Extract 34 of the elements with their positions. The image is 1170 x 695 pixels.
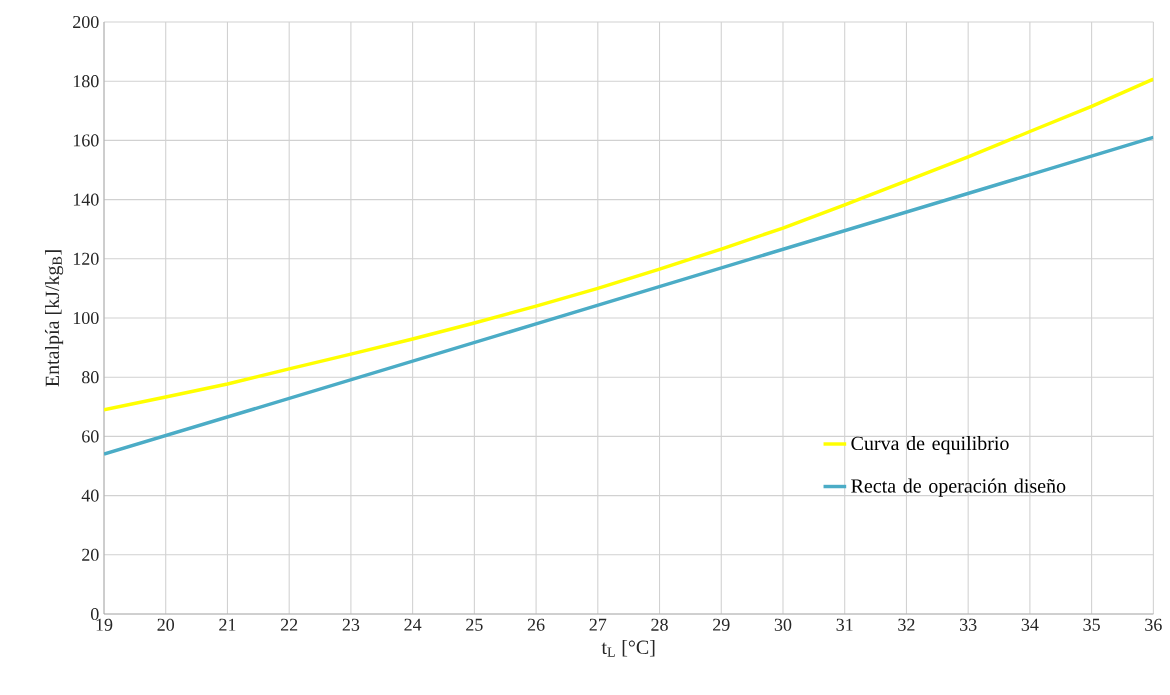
- x-tick-label: 24: [404, 618, 422, 631]
- x-axis-title: t$_{L}$ [°C]: [601, 639, 655, 657]
- legend-label: Curva de equilibrio: [851, 436, 1009, 455]
- x-tick-label: 27: [589, 618, 607, 631]
- x-tick-label: 21: [219, 618, 236, 631]
- legend-label: Recta de operación diseño: [851, 478, 1066, 497]
- x-tick-label: 32: [898, 618, 915, 631]
- x-tick-label: 26: [527, 618, 545, 631]
- x-tick-label: 31: [836, 618, 853, 631]
- x-tick-label: 33: [960, 618, 977, 631]
- x-tick-label: 29: [713, 618, 730, 631]
- x-tick-label: 22: [280, 618, 298, 631]
- y-tick-label: 160: [73, 134, 99, 147]
- y-tick-label: 100: [73, 311, 99, 325]
- y-tick-label: 140: [73, 193, 99, 206]
- y-tick-label: 80: [82, 371, 99, 384]
- x-tick-label: 19: [96, 618, 113, 631]
- y-tick-label: 20: [82, 548, 99, 561]
- line-series: [104, 77, 1154, 412]
- y-tick-label: 200: [73, 15, 99, 29]
- x-tick-label: 36: [1145, 618, 1162, 631]
- x-tick-label: 34: [1021, 618, 1039, 631]
- x-tick-label: 25: [466, 618, 483, 631]
- y-tick-label: 180: [73, 75, 99, 88]
- y-tick-label: 40: [81, 489, 99, 502]
- y-tick-label: 60: [82, 430, 99, 443]
- x-tick-label: 20: [157, 618, 175, 631]
- y-tick-label: 0: [91, 607, 99, 621]
- y-tick-label: 120: [73, 252, 99, 265]
- x-tick-label: 23: [342, 618, 360, 631]
- x-tick-label: 28: [651, 618, 668, 631]
- x-tick-label: 30: [774, 618, 792, 631]
- x-tick-label: 35: [1083, 618, 1100, 631]
- y-axis-title: Entalpía [kJ/kg$_{B}$]: [44, 250, 64, 387]
